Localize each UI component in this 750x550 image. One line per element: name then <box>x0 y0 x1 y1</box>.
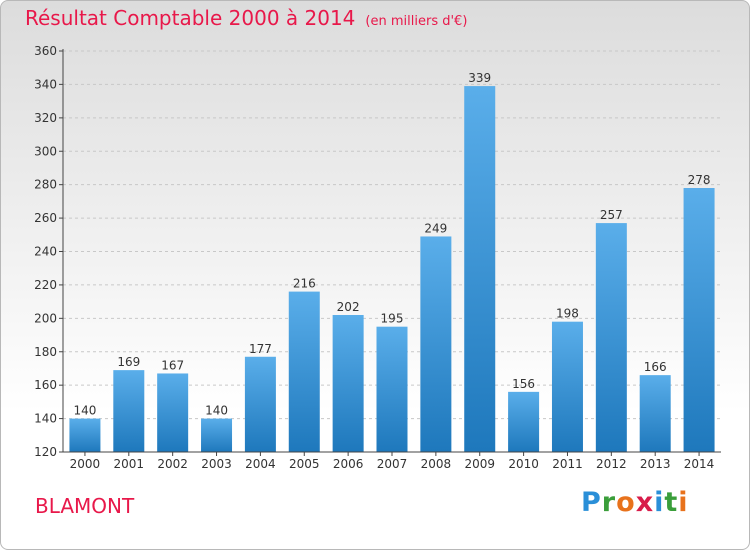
bar <box>551 321 583 452</box>
y-tick-label: 160 <box>34 378 57 392</box>
x-tick-label: 2001 <box>114 457 145 471</box>
bar <box>157 373 189 452</box>
y-tick-label: 200 <box>34 311 57 325</box>
bar <box>332 314 364 452</box>
y-tick-label: 340 <box>34 77 57 91</box>
logo-letter: x <box>635 487 655 518</box>
y-tick-label: 280 <box>34 178 57 192</box>
y-tick-label: 320 <box>34 111 57 125</box>
y-tick-label: 300 <box>34 144 57 158</box>
data-label: 257 <box>600 208 623 222</box>
x-tick-label: 2008 <box>421 457 452 471</box>
x-tick-label: 2011 <box>552 457 583 471</box>
chart-title: Résultat Comptable 2000 à 2014 (en millie… <box>25 6 467 30</box>
x-tick-label: 2012 <box>596 457 627 471</box>
y-tick-label: 260 <box>34 211 57 225</box>
chart-title-text: Résultat Comptable 2000 à 2014 <box>25 6 356 30</box>
data-label: 140 <box>73 404 96 418</box>
data-label: 339 <box>468 71 491 85</box>
x-tick-label: 2004 <box>245 457 276 471</box>
bar <box>201 418 233 452</box>
data-label: 202 <box>337 300 360 314</box>
chart-subtitle: (en milliers d'€) <box>365 14 468 29</box>
axes: 120 140 160 180 200 220 240 260 280 300 320 340 360 2… <box>34 44 721 471</box>
bar <box>69 418 101 452</box>
x-tick-label: 2009 <box>464 457 495 471</box>
x-tick-label: 2006 <box>333 457 364 471</box>
y-tick-label: 120 <box>34 445 57 459</box>
logo-letter: P <box>581 487 602 518</box>
x-tick-label: 2010 <box>508 457 539 471</box>
logo-letter: o <box>616 487 636 518</box>
data-label: 195 <box>381 312 404 326</box>
logo-letter: t <box>664 487 679 518</box>
data-label: 249 <box>424 221 447 235</box>
y-tick-label: 180 <box>34 345 57 359</box>
bar <box>288 291 320 452</box>
y-tick-label: 240 <box>34 245 57 259</box>
y-tick-label: 360 <box>34 44 57 58</box>
data-label: 278 <box>688 173 711 187</box>
x-tick-label: 2005 <box>289 457 320 471</box>
logo-letter: i <box>654 487 665 518</box>
bar <box>420 236 452 452</box>
x-tick-label: 2000 <box>70 457 101 471</box>
bar <box>595 223 627 452</box>
bar <box>683 188 715 452</box>
commune-name: BLAMONT <box>35 494 135 518</box>
bar <box>113 370 145 452</box>
bar <box>376 326 408 452</box>
data-label: 167 <box>161 358 184 372</box>
data-label: 140 <box>205 404 228 418</box>
x-tick-label: 2013 <box>640 457 671 471</box>
x-tick-label: 2014 <box>684 457 715 471</box>
logo-letter: r <box>601 487 617 518</box>
data-label: 166 <box>644 360 667 374</box>
data-label: 177 <box>249 342 272 356</box>
y-tick-label: 220 <box>34 278 57 292</box>
x-tick-label: 2007 <box>377 457 408 471</box>
x-tick-label: 2002 <box>157 457 188 471</box>
bar <box>639 375 671 452</box>
x-tick-label: 2003 <box>201 457 232 471</box>
bar <box>244 356 276 452</box>
bar <box>464 86 496 453</box>
bars: 140 169 167 140 177 216 202 195 249 339 156 198 257 1… <box>69 71 715 453</box>
data-label: 216 <box>293 277 316 291</box>
data-label: 198 <box>556 307 579 321</box>
bar <box>508 391 540 452</box>
data-label: 156 <box>512 377 535 391</box>
logo-letter: i <box>678 487 689 518</box>
y-tick-label: 140 <box>34 412 57 426</box>
data-label: 169 <box>117 355 140 369</box>
proxiti-logo: Proxiti <box>581 487 689 518</box>
